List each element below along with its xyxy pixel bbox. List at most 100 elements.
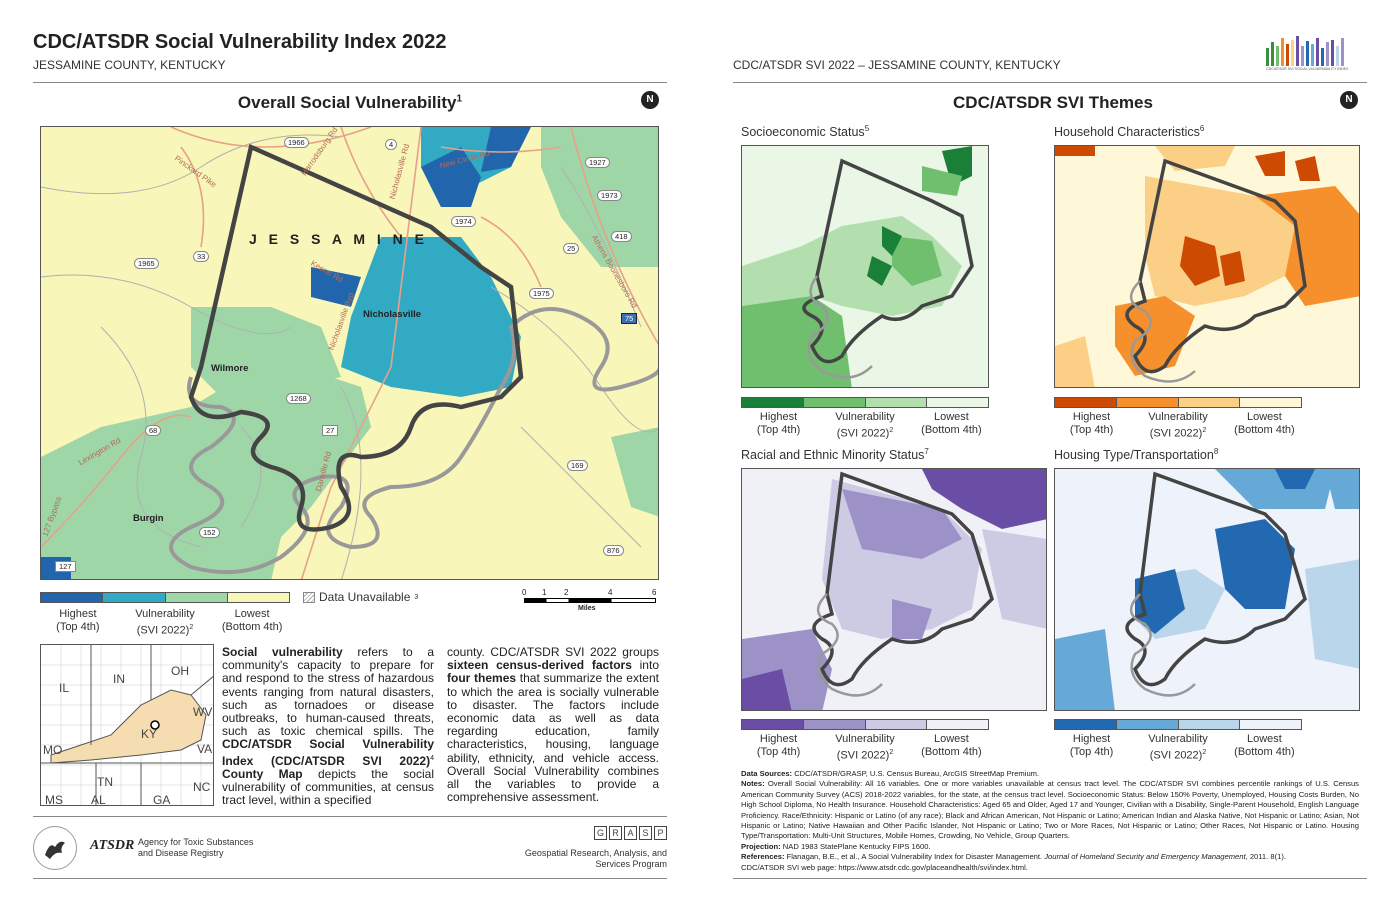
legend-high-text: Highest (759, 733, 798, 745)
theme-title-household: Household Characteristics6 (1054, 124, 1204, 139)
legend-swatch-highest (742, 720, 804, 729)
grasp-letter: A (624, 826, 637, 840)
legend-high-sub: (Top 4th) (756, 424, 801, 436)
county-subtitle: JESSAMINE COUNTY, KENTUCKY (33, 58, 226, 72)
theme4-tract-mid-1 (1055, 629, 1115, 710)
hatch-swatch-icon (303, 591, 315, 603)
legend-mid-sub: (SVI 2022) (836, 749, 890, 762)
legend-mid-sup: 2 (889, 749, 894, 756)
left-bottom-rule (33, 878, 667, 879)
legend-swatch-high (103, 593, 166, 602)
desc-sup: 4 (430, 754, 434, 762)
legend-low-sub: (Bottom 4th) (221, 621, 283, 633)
road-shield: 1966 (284, 137, 309, 148)
overall-map-svg (41, 127, 658, 579)
grasp-letter: R (609, 826, 622, 840)
data-unavailable-legend: Data Unavailable 3 (303, 590, 418, 604)
legend-low-label: Lowest (Bottom 4th) (914, 733, 989, 763)
road-shield: 1975 (529, 288, 554, 299)
legend-high-label: Highest (Top 4th) (40, 608, 116, 638)
legend-low-sub: (Bottom 4th) (1234, 746, 1295, 758)
legend-swatch-lowest (927, 398, 988, 407)
theme4-river (1130, 593, 1196, 697)
theme-map-household[interactable] (1054, 145, 1360, 388)
notes-block: Data Sources: CDC/ATSDR/GRASP, U.S. Cens… (741, 769, 1359, 873)
theme-title-racial: Racial and Ethnic Minority Status7 (741, 447, 929, 462)
references: References: Flanagan, B.E., et al., A So… (741, 852, 1359, 862)
theme1-tract-low (742, 296, 852, 387)
grasp-logo: G R A S P (594, 826, 667, 840)
theme2-tract-lowish-3 (1155, 146, 1235, 171)
notes-paragraph: Notes: Overall Social Vulnerability: All… (741, 779, 1359, 841)
overall-map[interactable]: J E S S A M I N E Nicholasville Wilmore … (40, 126, 659, 580)
desc-text-5: that summarize the extent to which the a… (447, 671, 659, 805)
legend-mid-text: Vulnerability (135, 608, 195, 620)
overall-title-sup: 1 (456, 93, 463, 105)
legend-mid-sub: (SVI 2022) (1149, 427, 1203, 440)
desc-bold-5: four themes (447, 671, 517, 686)
desc-text-3: county. CDC/ATSDR SVI 2022 groups (447, 645, 659, 659)
legend-high-sub: (Top 4th) (56, 621, 100, 633)
web-page[interactable]: CDC/ATSDR SVI web page: https://www.atsd… (741, 862, 1028, 872)
legend-swatch-lowest (227, 593, 289, 602)
legend-swatch-high (1116, 398, 1179, 407)
north-arrow-icon: N (641, 91, 659, 109)
legend-high-text: Highest (1072, 411, 1111, 423)
theme-title-text: Socioeconomic Status (741, 125, 865, 140)
theme1-tract-high-1 (882, 226, 902, 256)
description-col1: Social vulnerability refers to a communi… (222, 645, 434, 807)
legend-low-text: Lowest (234, 608, 270, 620)
theme-map-socioeconomic[interactable] (741, 145, 989, 388)
legend-swatch-low (1178, 398, 1241, 407)
road-shield: 152 (199, 527, 220, 538)
projection-text: NAD 1983 StatePlane Kentucky FIPS 1600. (782, 841, 931, 851)
scale-bar-graphic (524, 598, 656, 603)
theme-map-socioeconomic-svg (742, 146, 974, 387)
legend-mid-label: Vulnerability (SVI 2022)2 (116, 608, 214, 638)
road-shield: 1268 (286, 393, 311, 404)
theme1-tract-high-2 (867, 256, 892, 286)
road-shield: 25 (563, 243, 580, 254)
state-label: WV (193, 705, 213, 719)
theme2-tract-high-3 (1055, 146, 1095, 156)
locator-map: IL IN OH WV KY VA MO TN NC MS AL GA (40, 644, 214, 806)
kentucky-state (50, 689, 207, 764)
references-text: Flanagan, B.E., et al., A Social Vulnera… (786, 852, 1043, 862)
state-label: MO (43, 743, 63, 757)
theme3-tract-high-3 (982, 529, 1046, 629)
theme-title-sup: 5 (864, 124, 870, 133)
projection: Projection: NAD 1983 StatePlane Kentucky… (741, 842, 1359, 852)
theme-title-socioeconomic: Socioeconomic Status5 (741, 124, 869, 139)
theme-legend-bar (741, 397, 989, 408)
legend-low-label: Lowest (Bottom 4th) (914, 411, 989, 441)
legend-swatch-low (865, 720, 928, 729)
theme4-tract-highest-3 (1275, 469, 1315, 489)
theme-map-housing[interactable] (1054, 468, 1360, 711)
place-burgin: Burgin (133, 513, 164, 524)
legend-low-label: Lowest (Bottom 4th) (1227, 733, 1302, 763)
road-shield: 169 (567, 460, 588, 471)
overall-title: Overall Social Vulnerability1 (150, 93, 550, 113)
legend-swatch-highest (1055, 398, 1117, 407)
state-label: NC (193, 780, 211, 794)
legend-swatch-lowest (1240, 720, 1301, 729)
tract-low-green-west (191, 307, 341, 397)
legend-mid-label: Vulnerability (SVI 2022)2 (816, 733, 914, 763)
theme2-river (1130, 280, 1196, 383)
legend-swatch-low (165, 593, 228, 602)
theme3-tract-highest-1 (922, 469, 1046, 529)
legend-low-sub: (Bottom 4th) (1234, 424, 1295, 436)
road-shield: 75 (621, 313, 638, 324)
theme4-county-boundary (1125, 471, 1307, 687)
state-label: GA (153, 793, 171, 806)
tract-low-green-far-sw (41, 487, 101, 579)
theme-legend-labels: Highest (Top 4th) Vulnerability (SVI 2022)… (1054, 733, 1302, 763)
left-header-rule (33, 82, 667, 83)
theme2-tract-mid-2 (1115, 296, 1195, 376)
road-shield: 876 (603, 545, 624, 556)
legend-swatch-highest (742, 398, 804, 407)
themes-north-arrow-icon: N (1340, 91, 1358, 109)
theme-map-racial[interactable] (741, 468, 1047, 711)
theme2-tract-high-4 (1255, 151, 1285, 176)
road-shield: 68 (145, 425, 162, 436)
